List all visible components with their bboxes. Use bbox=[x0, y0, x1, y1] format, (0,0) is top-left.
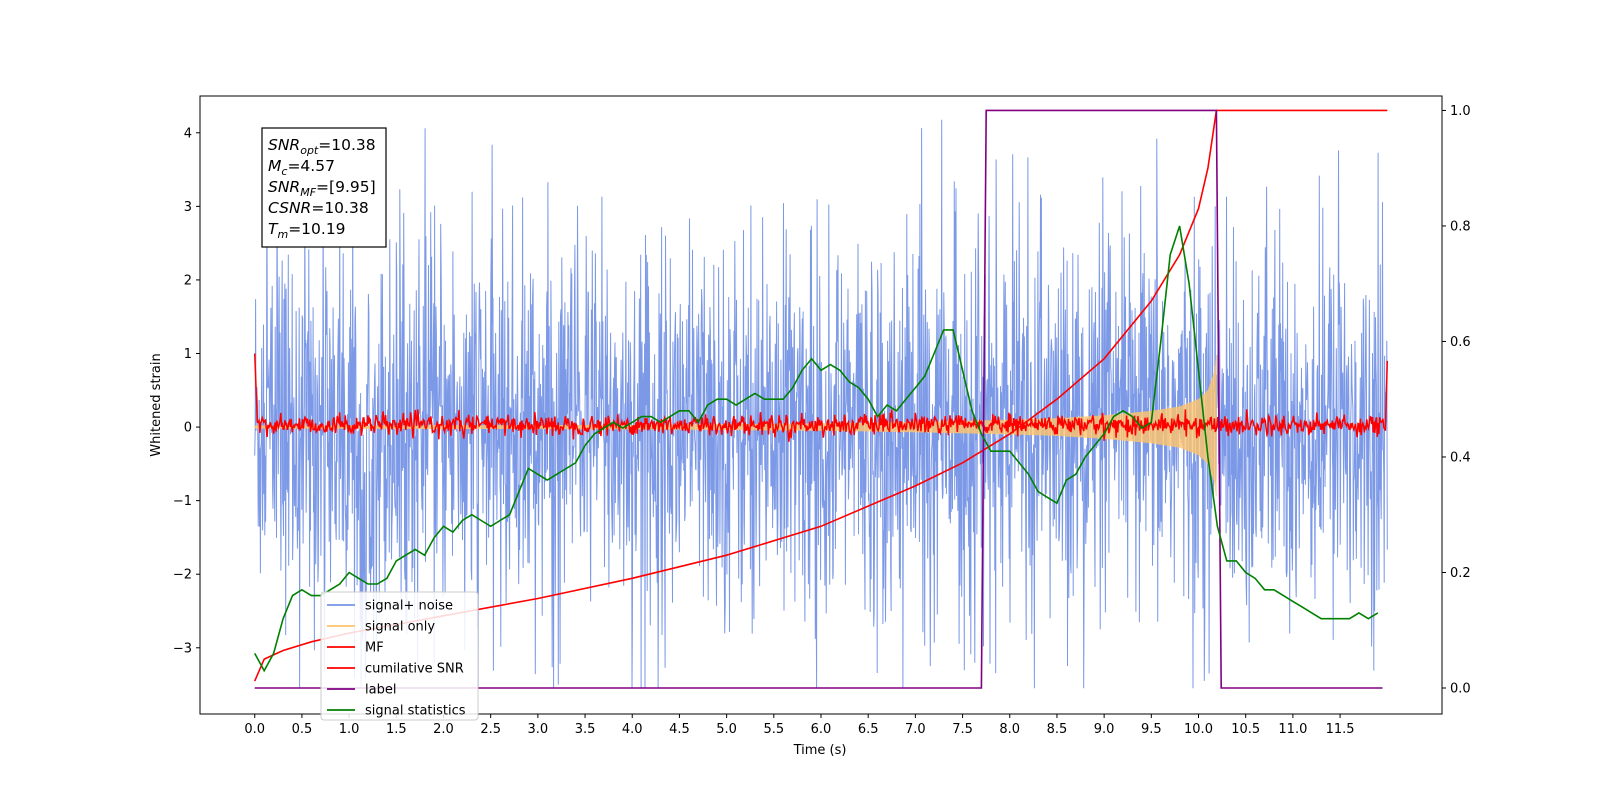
annotation-subscript: c bbox=[281, 165, 287, 178]
annotation-symbol: SNR bbox=[268, 136, 300, 154]
annotation-subscript: opt bbox=[300, 144, 319, 157]
series-label bbox=[254, 109, 1383, 689]
series-mf bbox=[253, 353, 1389, 442]
y-tick-label: −1 bbox=[173, 494, 192, 509]
annotation-symbol: T bbox=[268, 220, 279, 238]
y-tick-label: −3 bbox=[173, 641, 192, 656]
x-tick-label: 11.0 bbox=[1278, 722, 1307, 737]
x-tick-label: 3.0 bbox=[528, 722, 549, 737]
x-tick-label: 3.5 bbox=[575, 722, 596, 737]
x-tick-label: 10.0 bbox=[1184, 722, 1213, 737]
x-tick-label: 6.0 bbox=[811, 722, 832, 737]
annotation-value: =4.57 bbox=[287, 157, 335, 175]
annotation-value: =10.19 bbox=[288, 220, 345, 238]
x-tick-label: 9.5 bbox=[1141, 722, 1162, 737]
axes-layer: 0.0 0.5 1.0 1.5 2.0 2.5 3.0 3.5 4.0 4.5 5.0 5.5 6.0 6… bbox=[173, 104, 1471, 737]
annotation-value: =10.38 bbox=[311, 199, 368, 217]
legend-box bbox=[320, 591, 479, 721]
y-tick-label: 1 bbox=[184, 347, 192, 362]
legend-label: cumilative SNR bbox=[365, 662, 464, 677]
x-tick-label: 7.5 bbox=[952, 722, 973, 737]
legend-label: signal+ noise bbox=[365, 599, 453, 614]
x-tick-label: 1.0 bbox=[339, 722, 360, 737]
x-tick-label: 6.5 bbox=[858, 722, 879, 737]
y-tick-label: 0 bbox=[184, 421, 192, 436]
x-tick-label: 2.0 bbox=[433, 722, 454, 737]
y2-tick-label: 0.4 bbox=[1450, 450, 1471, 465]
y2-tick-label: 0.2 bbox=[1450, 566, 1471, 581]
annotation-line: SNRMF=[9.95] bbox=[268, 178, 376, 199]
x-tick-label: 8.5 bbox=[1047, 722, 1068, 737]
annotation-line: Mc=4.57 bbox=[268, 157, 335, 178]
x-tick-label: 10.5 bbox=[1231, 722, 1260, 737]
x-tick-label: 9.0 bbox=[1094, 722, 1115, 737]
annotation-subscript: m bbox=[277, 228, 288, 241]
annotation-symbol: SNR bbox=[268, 178, 300, 196]
x-tick-label: 0.0 bbox=[244, 722, 265, 737]
y-tick-label: −2 bbox=[173, 568, 192, 583]
y2-tick-label: 0.0 bbox=[1450, 682, 1471, 697]
x-tick-label: 4.5 bbox=[669, 722, 690, 737]
y2-tick-label: 0.6 bbox=[1450, 335, 1471, 350]
x-tick-label: 8.0 bbox=[999, 722, 1020, 737]
y-tick-label: 3 bbox=[184, 200, 192, 215]
legend-label: label bbox=[365, 683, 396, 698]
annotation-line: CSNR=10.38 bbox=[268, 199, 369, 217]
legend-label: MF bbox=[365, 641, 384, 656]
x-tick-label: 5.5 bbox=[763, 722, 784, 737]
annotation-line: SNRopt=10.38 bbox=[268, 136, 376, 157]
stats-annotation: SNRopt=10.38Mc=4.57SNRMF=[9.95]CSNR=10.3… bbox=[261, 127, 387, 248]
annotation-value: =10.38 bbox=[318, 136, 375, 154]
annotation-symbol: CSNR bbox=[268, 199, 311, 217]
annotation-value: =[9.95] bbox=[316, 178, 376, 196]
y2-tick-label: 0.8 bbox=[1450, 219, 1471, 234]
annotation-symbol: M bbox=[268, 157, 281, 175]
x-tick-label: 11.5 bbox=[1326, 722, 1355, 737]
annotation-box bbox=[261, 127, 387, 248]
y2-tick-label: 1.0 bbox=[1450, 104, 1471, 119]
x-tick-label: 4.0 bbox=[622, 722, 643, 737]
x-tick-label: 2.5 bbox=[480, 722, 501, 737]
legend-label: signal only bbox=[365, 620, 435, 635]
legend: signal+ noise signal only MF cumilative SNR… bbox=[320, 591, 479, 721]
x-axis-label: Time (s) bbox=[793, 743, 847, 758]
y-tick-label: 4 bbox=[184, 126, 192, 141]
y-tick-label: 2 bbox=[184, 273, 192, 288]
series-signal-statistics bbox=[253, 225, 1379, 673]
annotation-subscript: MF bbox=[300, 186, 316, 199]
x-tick-label: 5.0 bbox=[716, 722, 737, 737]
x-tick-label: 7.0 bbox=[905, 722, 926, 737]
annotation-line: Tm=10.19 bbox=[268, 220, 346, 241]
x-tick-label: 1.5 bbox=[386, 722, 407, 737]
x-tick-label: 0.5 bbox=[292, 722, 313, 737]
legend-label: signal statistics bbox=[365, 704, 466, 719]
y-axis-label: Whitened strain bbox=[149, 353, 164, 456]
